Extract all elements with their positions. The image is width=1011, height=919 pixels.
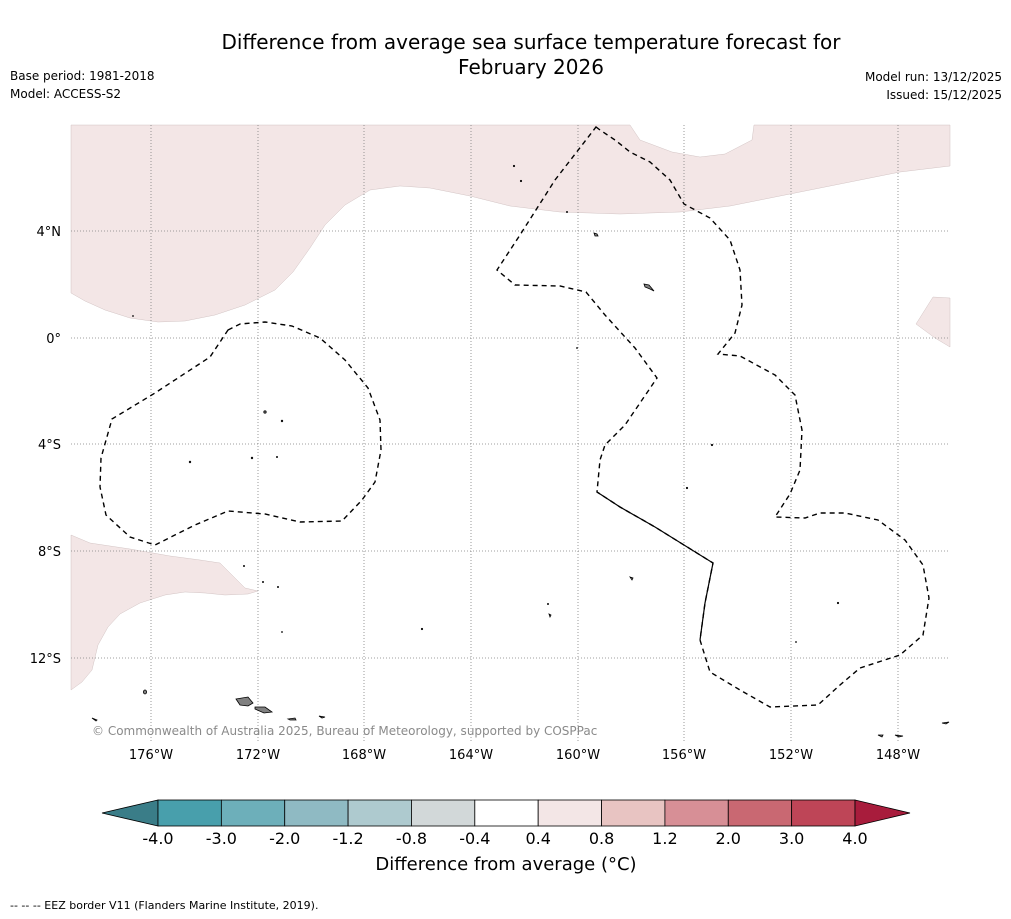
eez-borders bbox=[99, 126, 930, 708]
colorbar-bin bbox=[284, 799, 349, 827]
model-name: Model: ACCESS-S2 bbox=[10, 87, 122, 101]
island-dot-13 bbox=[420, 627, 424, 631]
eez-border-solid bbox=[596, 491, 714, 641]
colorbar-tick-label: 0.4 bbox=[525, 829, 550, 848]
island-dot-19 bbox=[281, 631, 283, 633]
island-dot-15 bbox=[795, 641, 797, 643]
island-wallis bbox=[142, 689, 147, 695]
lon-label-148w: 148°W bbox=[876, 748, 920, 763]
colorbar-tick-label: -1.2 bbox=[332, 829, 363, 848]
lat-label-4n: 4°N bbox=[37, 225, 62, 240]
island-manua bbox=[318, 715, 326, 719]
island-dot-10 bbox=[710, 443, 714, 447]
lat-label-4s: 4°S bbox=[38, 438, 61, 453]
map-panel bbox=[70, 124, 951, 742]
base-period: Base period: 1981-2018 bbox=[10, 69, 155, 83]
colorbar-bin bbox=[157, 799, 222, 827]
island-tabuaeran bbox=[593, 232, 599, 237]
colorbar-over-arrow bbox=[854, 799, 911, 827]
colorbar-bin bbox=[727, 799, 793, 827]
island-dot-17 bbox=[261, 581, 264, 584]
island-dot-2 bbox=[280, 419, 284, 423]
lon-labels: 176°W 172°W 168°W 164°W 160°W 156°W 152°… bbox=[129, 748, 920, 763]
colorbar-tick-label: -0.4 bbox=[459, 829, 490, 848]
colorbar-tick-label: -3.0 bbox=[206, 829, 237, 848]
island-dot-14 bbox=[836, 601, 840, 605]
eez-border-west bbox=[99, 321, 382, 546]
lon-label-156w: 156°W bbox=[662, 748, 706, 763]
eez-note: -- -- -- EEZ border V11 (Flanders Marine… bbox=[10, 899, 319, 912]
colorbar-tick-label: 0.8 bbox=[589, 829, 614, 848]
lat-label-0: 0° bbox=[46, 332, 61, 347]
anomaly-regions bbox=[70, 124, 951, 691]
graticule bbox=[71, 125, 950, 742]
colorbar-tick-label: 2.0 bbox=[716, 829, 741, 848]
island-kiritimati bbox=[643, 283, 655, 292]
lat-labels: 4°N 0° 4°S 8°S 12°S bbox=[30, 225, 61, 667]
colorbar-bin bbox=[411, 799, 476, 827]
island-dot-12 bbox=[547, 603, 550, 606]
island-dot-1 bbox=[263, 410, 267, 414]
title-line-1: Difference from average sea surface temp… bbox=[221, 30, 841, 54]
island-dot-16 bbox=[242, 565, 245, 568]
island-dot-5 bbox=[275, 455, 278, 458]
anomaly-region-southwest bbox=[70, 534, 259, 691]
island-futuna bbox=[91, 717, 98, 722]
island-se bbox=[877, 721, 950, 738]
colorbar-bin bbox=[347, 799, 412, 827]
island-dot-9 bbox=[576, 347, 578, 349]
colorbar-tick-label: -0.8 bbox=[396, 829, 427, 848]
copyright-text: © Commonwealth of Australia 2025, Bureau… bbox=[92, 724, 598, 738]
colorbar-tick-label: -2.0 bbox=[269, 829, 300, 848]
island-flint bbox=[548, 613, 552, 619]
colorbar-tick-label: 3.0 bbox=[779, 829, 804, 848]
lon-label-176w: 176°W bbox=[129, 748, 173, 763]
island-dot-3 bbox=[188, 460, 192, 464]
lon-label-160w: 160°W bbox=[556, 748, 600, 763]
island-savaii bbox=[235, 696, 254, 707]
anomaly-region-east bbox=[915, 296, 951, 348]
colorbar-bin bbox=[601, 799, 666, 827]
island-tutuila bbox=[286, 717, 297, 721]
island-dot-20 bbox=[132, 315, 134, 317]
lat-label-12s: 12°S bbox=[30, 652, 61, 667]
colorbar-tick-label: -4.0 bbox=[142, 829, 173, 848]
island-penrhyn bbox=[629, 576, 634, 581]
colorbar-bin bbox=[537, 799, 602, 827]
lon-label-172w: 172°W bbox=[236, 748, 280, 763]
island-dot-8 bbox=[566, 210, 569, 213]
lat-label-8s: 8°S bbox=[38, 545, 61, 560]
island-dot-18 bbox=[276, 586, 279, 589]
meta-left: Base period: 1981-2018 Model: ACCESS-S2 bbox=[10, 67, 155, 103]
island-dot-4 bbox=[250, 456, 254, 460]
colorbar-bin bbox=[791, 799, 856, 827]
colorbar: -4.0 -3.0 -2.0 -1.2 -0.8 -0.4 0.4 0.8 1.2 2.0 3.0 4… bbox=[101, 799, 911, 848]
map-title: Difference from average sea surface temp… bbox=[0, 30, 1011, 80]
eez-border-center bbox=[496, 126, 930, 708]
lon-label-168w: 168°W bbox=[342, 748, 386, 763]
colorbar-bin bbox=[474, 799, 539, 827]
island-upolu bbox=[254, 706, 274, 714]
colorbar-bin bbox=[220, 799, 286, 827]
colorbar-bins bbox=[157, 799, 856, 827]
anomaly-region-north bbox=[70, 124, 951, 323]
colorbar-bin bbox=[664, 799, 729, 827]
island-dot-7 bbox=[519, 179, 523, 183]
meta-right: Model run: 13/12/2025 Issued: 15/12/2025 bbox=[865, 68, 1002, 104]
island-dot-6 bbox=[512, 164, 516, 168]
colorbar-under-arrow bbox=[101, 799, 159, 827]
islands bbox=[91, 164, 950, 738]
title-line-2: February 2026 bbox=[458, 55, 604, 79]
colorbar-ticks: -4.0 -3.0 -2.0 -1.2 -0.8 -0.4 0.4 0.8 1.2 2.0 3.0 4… bbox=[142, 829, 867, 848]
colorbar-tick-label: 4.0 bbox=[842, 829, 867, 848]
lon-label-164w: 164°W bbox=[449, 748, 493, 763]
colorbar-tick-label: 1.2 bbox=[652, 829, 677, 848]
model-run: Model run: 13/12/2025 bbox=[864, 70, 1002, 84]
lon-label-152w: 152°W bbox=[769, 748, 813, 763]
colorbar-title: Difference from average (°C) bbox=[375, 854, 637, 875]
issued-date: Issued: 15/12/2025 bbox=[886, 88, 1002, 102]
island-dot-11 bbox=[685, 486, 689, 490]
